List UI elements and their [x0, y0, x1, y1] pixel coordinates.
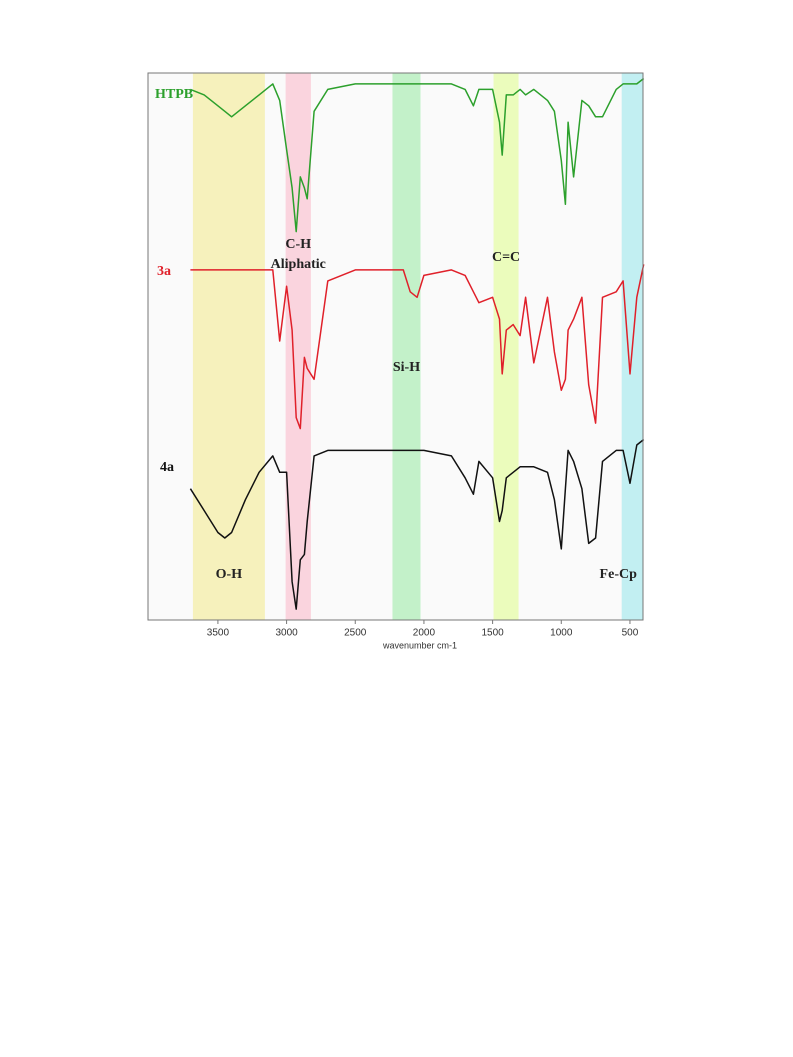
- band-label: Si-H: [393, 360, 420, 375]
- x-tick-label: 3000: [275, 628, 298, 639]
- spectrum-line: [190, 264, 645, 430]
- band-label: C-H: [285, 237, 311, 252]
- band-label: Fe-Cp: [600, 567, 638, 582]
- x-tick-label: 3500: [207, 628, 230, 639]
- spectrum-line: [190, 77, 645, 233]
- series-label: 3a: [157, 264, 171, 279]
- band: [392, 73, 421, 620]
- band-label: O-H: [216, 567, 243, 582]
- x-tick-label: 500: [622, 628, 639, 639]
- x-axis-label: wavenumber cm-1: [382, 640, 457, 650]
- bands: [192, 73, 643, 620]
- x-tick-label: 1000: [550, 628, 573, 639]
- band-label: C=C: [492, 250, 520, 265]
- spectra: [189, 77, 645, 610]
- band: [192, 73, 265, 620]
- series-label: HTPB: [155, 87, 193, 102]
- band-label: Aliphatic: [271, 257, 326, 272]
- x-tick-label: 1500: [481, 628, 504, 639]
- x-tick-label: 2500: [344, 628, 367, 639]
- spectrum-line: [189, 438, 645, 610]
- plot-frame: [147, 72, 644, 621]
- band: [493, 73, 519, 620]
- x-tick-label: 2000: [413, 628, 436, 639]
- series-label: 4a: [160, 460, 174, 475]
